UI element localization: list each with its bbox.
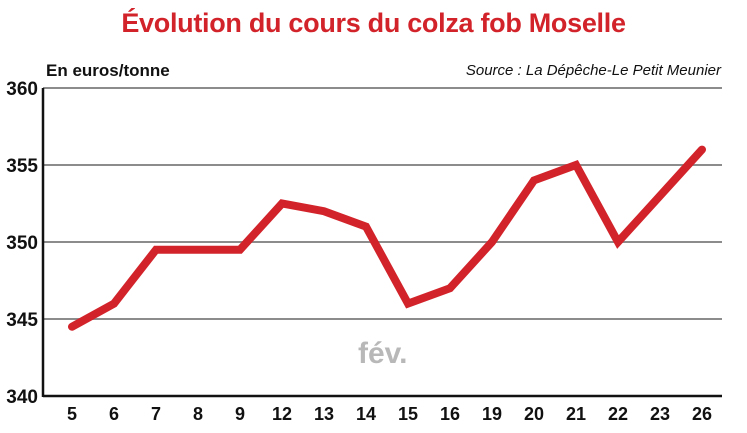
y-tick-label: 345: [6, 310, 38, 331]
x-tick-label: 6: [109, 404, 119, 424]
y-axis-unit-label: En euros/tonne: [46, 61, 170, 80]
x-tick-label: 14: [356, 404, 376, 424]
y-tick-label: 340: [6, 387, 38, 408]
x-tick-label: 22: [608, 404, 628, 424]
x-tick-label: 5: [67, 404, 77, 424]
y-tick-label: 360: [6, 79, 38, 100]
x-tick-label: 12: [272, 404, 292, 424]
x-tick-label: 23: [650, 404, 670, 424]
x-tick-label: 16: [440, 404, 460, 424]
x-tick-label: 13: [314, 404, 334, 424]
x-tick-label: 19: [482, 404, 502, 424]
x-tick-label: 7: [151, 404, 161, 424]
month-label: fév.: [358, 337, 408, 370]
x-tick-label: 26: [692, 404, 712, 424]
source-label: Source : La Dépêche-Le Petit Meunier: [465, 62, 721, 79]
x-tick-label: 9: [235, 404, 245, 424]
x-tick-label: 8: [193, 404, 203, 424]
chart-title: Évolution du cours du colza fob Moselle: [121, 8, 626, 38]
y-tick-label: 355: [6, 156, 38, 177]
x-tick-label: 20: [524, 404, 544, 424]
x-tick-label: 21: [566, 404, 586, 424]
y-tick-label: 350: [6, 233, 38, 254]
series-line: [68, 145, 706, 331]
x-tick-label: 15: [398, 404, 418, 424]
